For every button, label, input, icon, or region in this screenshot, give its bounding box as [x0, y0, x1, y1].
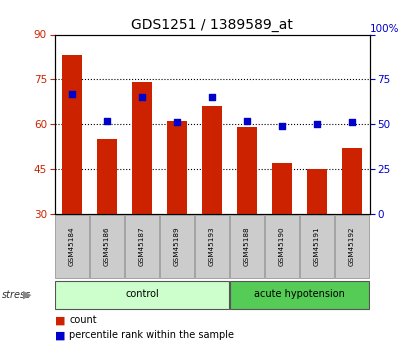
- Text: control: control: [125, 289, 159, 299]
- Text: ■: ■: [55, 315, 65, 325]
- Text: GSM45190: GSM45190: [279, 227, 285, 266]
- FancyBboxPatch shape: [160, 215, 194, 278]
- Point: [174, 120, 181, 125]
- Bar: [168, 121, 187, 214]
- Title: GDS1251 / 1389589_at: GDS1251 / 1389589_at: [131, 18, 293, 32]
- Point: [349, 120, 355, 125]
- FancyBboxPatch shape: [195, 215, 229, 278]
- Text: GSM45193: GSM45193: [209, 227, 215, 266]
- Text: acute hypotension: acute hypotension: [254, 289, 345, 299]
- Text: stress: stress: [2, 290, 32, 300]
- Text: GSM45186: GSM45186: [104, 227, 110, 266]
- Bar: [273, 163, 292, 214]
- Bar: [307, 169, 327, 214]
- Point: [314, 121, 320, 127]
- Text: ■: ■: [55, 331, 65, 340]
- Bar: [132, 82, 152, 214]
- Text: ▶: ▶: [23, 290, 32, 300]
- Text: GSM45192: GSM45192: [349, 227, 355, 266]
- Text: percentile rank within the sample: percentile rank within the sample: [69, 331, 234, 340]
- FancyBboxPatch shape: [55, 215, 89, 278]
- Point: [69, 91, 76, 97]
- FancyBboxPatch shape: [300, 215, 334, 278]
- Text: count: count: [69, 315, 97, 325]
- Point: [104, 118, 110, 124]
- Text: GSM45187: GSM45187: [139, 227, 145, 266]
- Bar: [97, 139, 117, 214]
- Text: GSM45191: GSM45191: [314, 227, 320, 266]
- Bar: [63, 56, 82, 214]
- Point: [244, 118, 250, 124]
- Bar: [342, 148, 362, 214]
- Text: GSM45188: GSM45188: [244, 227, 250, 266]
- FancyBboxPatch shape: [265, 215, 299, 278]
- FancyBboxPatch shape: [230, 281, 369, 309]
- FancyBboxPatch shape: [125, 215, 159, 278]
- FancyBboxPatch shape: [230, 215, 264, 278]
- Point: [279, 123, 286, 129]
- Point: [209, 95, 215, 100]
- Bar: [202, 106, 222, 214]
- Point: [139, 95, 145, 100]
- FancyBboxPatch shape: [90, 215, 124, 278]
- Text: GSM45184: GSM45184: [69, 227, 75, 266]
- Text: GSM45189: GSM45189: [174, 227, 180, 266]
- Bar: [237, 127, 257, 214]
- FancyBboxPatch shape: [335, 215, 369, 278]
- Text: 100%: 100%: [370, 24, 399, 34]
- FancyBboxPatch shape: [55, 281, 229, 309]
